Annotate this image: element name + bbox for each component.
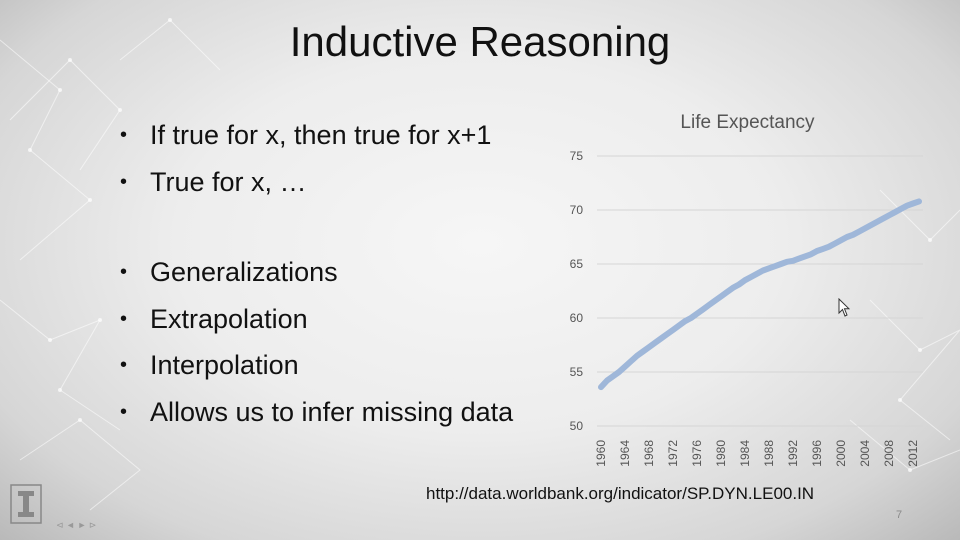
x-tick-label: 1964 (618, 440, 632, 467)
x-tick-label: 1980 (714, 440, 728, 467)
bullet-text: Extrapolation (150, 303, 308, 334)
y-tick-label: 75 (570, 149, 584, 163)
chart-y-axis: 75 70 65 60 55 50 (570, 149, 584, 433)
bullet-dot: • (120, 170, 128, 193)
bullet-item: • True for x, … (118, 159, 513, 206)
x-tick-label: 1976 (690, 440, 704, 467)
x-tick-label: 1968 (642, 440, 656, 467)
bullet-text: True for x, … (150, 166, 307, 197)
chart-gridlines (597, 155, 923, 427)
bullet-text: Interpolation (150, 350, 299, 380)
bullet-text: Generalizations (150, 257, 338, 287)
mouse-pointer-icon (838, 298, 850, 317)
bullet-text: If true for x, then true for x+1 (150, 120, 492, 150)
x-tick-label: 1960 (594, 440, 608, 467)
bullet-dot: • (120, 400, 128, 423)
bullet-list: • If true for x, then true for x+1 • True … (118, 112, 513, 435)
chart-title: Life Expectancy (680, 112, 815, 133)
bullet-item: • Extrapolation (118, 296, 513, 343)
x-tick-label: 2012 (906, 440, 920, 467)
slide-nav-controls[interactable]: ⊲ ◄ ► ⊳ (56, 520, 97, 530)
bullet-item: • If true for x, then true for x+1 (118, 112, 513, 159)
x-tick-label: 1984 (738, 440, 752, 467)
bullet-item: • Interpolation (118, 342, 513, 389)
x-tick-label: 1972 (666, 440, 680, 467)
page-number: 7 (896, 509, 903, 521)
bullet-dot: • (120, 307, 128, 330)
bullet-dot: • (120, 261, 128, 283)
slide-title: Inductive Reasoning (289, 18, 671, 65)
x-tick-label: 2000 (834, 440, 848, 467)
source-link[interactable]: http://data.worldbank.org/indicator/SP.D… (426, 484, 815, 503)
y-tick-label: 60 (570, 311, 584, 325)
bullet-dot: • (120, 124, 128, 146)
life-expectancy-chart: 75 70 65 60 55 50 1960 1964 1968 1972 1976 1980 198… (570, 149, 923, 467)
bullet-item: • Allows us to infer missing data (118, 389, 513, 436)
university-logo-icon (10, 484, 42, 524)
x-tick-label: 1996 (810, 440, 824, 467)
bullet-item: • Generalizations (118, 249, 513, 296)
x-tick-label: 2004 (858, 440, 872, 467)
y-tick-label: 55 (570, 365, 584, 379)
x-tick-label: 1988 (762, 440, 776, 467)
x-tick-label: 1992 (786, 440, 800, 467)
chart-series-line (598, 198, 922, 391)
bullet-dot: • (120, 354, 128, 376)
bullet-text: Allows us to infer missing data (150, 396, 514, 427)
y-tick-label: 65 (570, 257, 584, 271)
x-tick-label: 2008 (882, 440, 896, 467)
y-tick-label: 50 (570, 419, 584, 433)
chart-x-axis: 1960 1964 1968 1972 1976 1980 1984 1988 1992 1996… (594, 440, 920, 467)
y-tick-label: 70 (570, 203, 584, 217)
